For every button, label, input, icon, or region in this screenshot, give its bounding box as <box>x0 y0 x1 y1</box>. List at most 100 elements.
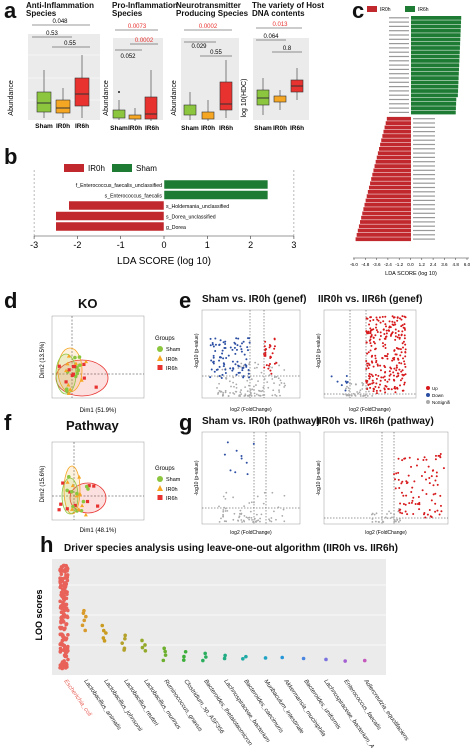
lda-c-bar-label <box>413 221 435 223</box>
loo-point <box>58 599 62 604</box>
volcano-point-up <box>425 458 428 461</box>
volcano-point-up <box>398 509 401 512</box>
panel-c-xlabel: LDA SCORE (log 10) <box>385 271 437 277</box>
volcano-point-down <box>231 348 234 351</box>
volcano-point-up <box>397 457 400 460</box>
volcano-point-nosig <box>250 501 253 504</box>
volcano-point-nosig <box>222 515 224 518</box>
lda-c-bar-label <box>389 107 409 109</box>
volcano-point-up <box>372 336 375 339</box>
volcano-point-down <box>214 343 217 346</box>
volcano-point-down <box>237 371 240 374</box>
volcano-point-nosig <box>253 395 256 397</box>
volcano-point-up <box>371 361 374 364</box>
volcano-point-up <box>421 489 424 492</box>
volcano-point-down <box>235 337 238 340</box>
lda-c-bar-label <box>389 43 409 45</box>
volcano-point-nosig <box>244 393 247 396</box>
lda-c-bar-label <box>413 186 435 189</box>
volcano-point-nosig <box>255 393 258 396</box>
volcano-point-up <box>401 377 404 380</box>
lda-c-bar <box>376 155 411 160</box>
panel-c-lda-chart: IR0h IR6h -6.0 -4.8 -3.6 -2.4 -1.2 0.0 1.2 2.4 3… <box>350 6 471 277</box>
loo-point <box>62 608 67 613</box>
volcano-point-nosig <box>255 521 257 523</box>
panel-b-axis-ticks: -3 -2 -1 0 1 2 3 <box>30 170 296 250</box>
pca-point-ir0h <box>80 503 85 508</box>
volcano-point-up <box>400 482 403 485</box>
volcano-point-up <box>423 511 426 514</box>
lda-c-bar <box>374 164 411 168</box>
lda-c-bar-label <box>413 126 435 128</box>
volcano-point-up <box>399 511 402 514</box>
tick-label: 2 <box>248 240 253 250</box>
volcano-point-nosig <box>263 394 266 396</box>
volcano-point-up <box>396 357 399 360</box>
volcano-point-nosig <box>384 516 387 519</box>
pca-point-sham <box>75 491 79 496</box>
volcano-point-up <box>379 335 382 338</box>
loo-point <box>182 654 186 659</box>
volcano-point-up <box>408 502 411 505</box>
volcano-point-up <box>264 351 267 354</box>
loo-point <box>65 614 69 618</box>
volcano-point-nosig <box>282 508 285 511</box>
volcano-point-nosig <box>216 387 218 389</box>
volcano-point-up <box>396 319 399 322</box>
volcano-point-up <box>396 316 399 319</box>
loo-species-label: Bacteroides_uniformis <box>302 679 341 731</box>
volcano-point-nosig <box>354 394 357 397</box>
volcano-point-down <box>242 366 245 369</box>
volcano-point-nosig <box>259 517 262 520</box>
volcano-point-up <box>403 360 406 363</box>
panel-label-d: d <box>4 288 18 313</box>
lda-c-bar <box>411 16 462 20</box>
volcano-point-up <box>366 362 369 365</box>
pca-point-ir6h <box>70 373 74 378</box>
volcano-point-up <box>403 323 406 326</box>
lda-bar <box>55 211 165 221</box>
volcano-point-nosig <box>253 392 256 395</box>
pca-point-ir6h <box>57 364 61 368</box>
volcano-point-nosig <box>258 390 261 392</box>
pca-point-ir0h <box>79 378 84 382</box>
pca-point-ir0h <box>65 480 70 484</box>
volcano-point-nosig <box>393 520 396 523</box>
loo-point <box>181 658 186 662</box>
volcano-point-nosig <box>270 517 273 519</box>
volcano-point-up <box>268 364 271 367</box>
lda-c-bar-label <box>389 30 409 32</box>
x-ir0h-2: IR0h <box>128 125 142 132</box>
pca-point-ir0h <box>66 391 71 396</box>
volcano-point-down <box>236 360 239 363</box>
loo-point <box>62 648 67 653</box>
panel-label-c: c <box>352 0 365 23</box>
volcano-point-nosig <box>280 382 283 384</box>
volcano-point-up <box>384 323 387 326</box>
volcano-point-up <box>411 499 414 502</box>
loo-point <box>362 658 367 663</box>
volcano-point-nosig <box>248 395 250 397</box>
tick-label: -6.0 <box>350 262 358 267</box>
volcano-point-up <box>394 323 397 326</box>
lda-c-bar <box>355 237 411 242</box>
volcano-point-down <box>235 449 238 452</box>
volcano-point-up <box>404 348 407 351</box>
tick-label: 3.6 <box>441 262 448 267</box>
tick-label: -1.2 <box>395 262 403 267</box>
volcano-point-nosig <box>275 375 278 378</box>
lda-c-bar-label <box>413 212 435 214</box>
volcano-point-up <box>402 503 405 506</box>
volcano-point-up <box>370 373 373 376</box>
volcano-point-up <box>397 347 400 350</box>
panel-h-loo-chart: LOO scores Escherichia_coliLactobacillus… <box>34 559 409 748</box>
volcano-point-nosig <box>253 517 256 520</box>
loo-point <box>183 649 188 654</box>
volcano-point-nosig <box>224 510 227 512</box>
loo-species-label: Ruminococcus_gnavus <box>162 679 203 733</box>
volcano-point-nosig <box>257 394 260 397</box>
pca-point-ir0h <box>65 361 70 366</box>
lda-c-bar <box>411 71 459 76</box>
loo-point <box>101 628 106 633</box>
volcano-point-up <box>376 331 379 334</box>
